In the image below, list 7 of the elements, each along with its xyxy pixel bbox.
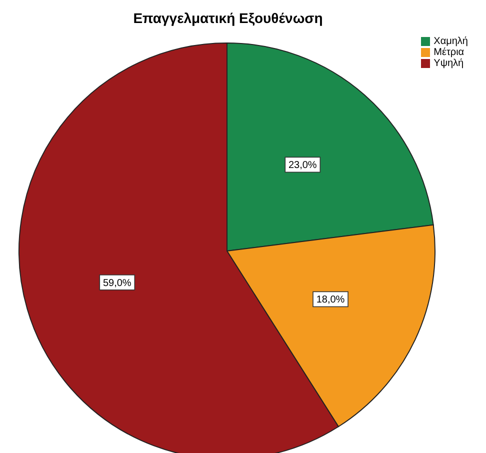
legend-label: Μέτρια [434,47,464,58]
legend-label: Χαμηλή [434,36,468,47]
data-label: 59,0% [102,278,132,289]
data-label: 23,0% [288,160,317,172]
legend-label: Υψηλή [434,58,464,69]
chart-title: Επαγγελματική Εξουθένωση [132,10,324,26]
data-label: 18,0% [316,294,345,306]
